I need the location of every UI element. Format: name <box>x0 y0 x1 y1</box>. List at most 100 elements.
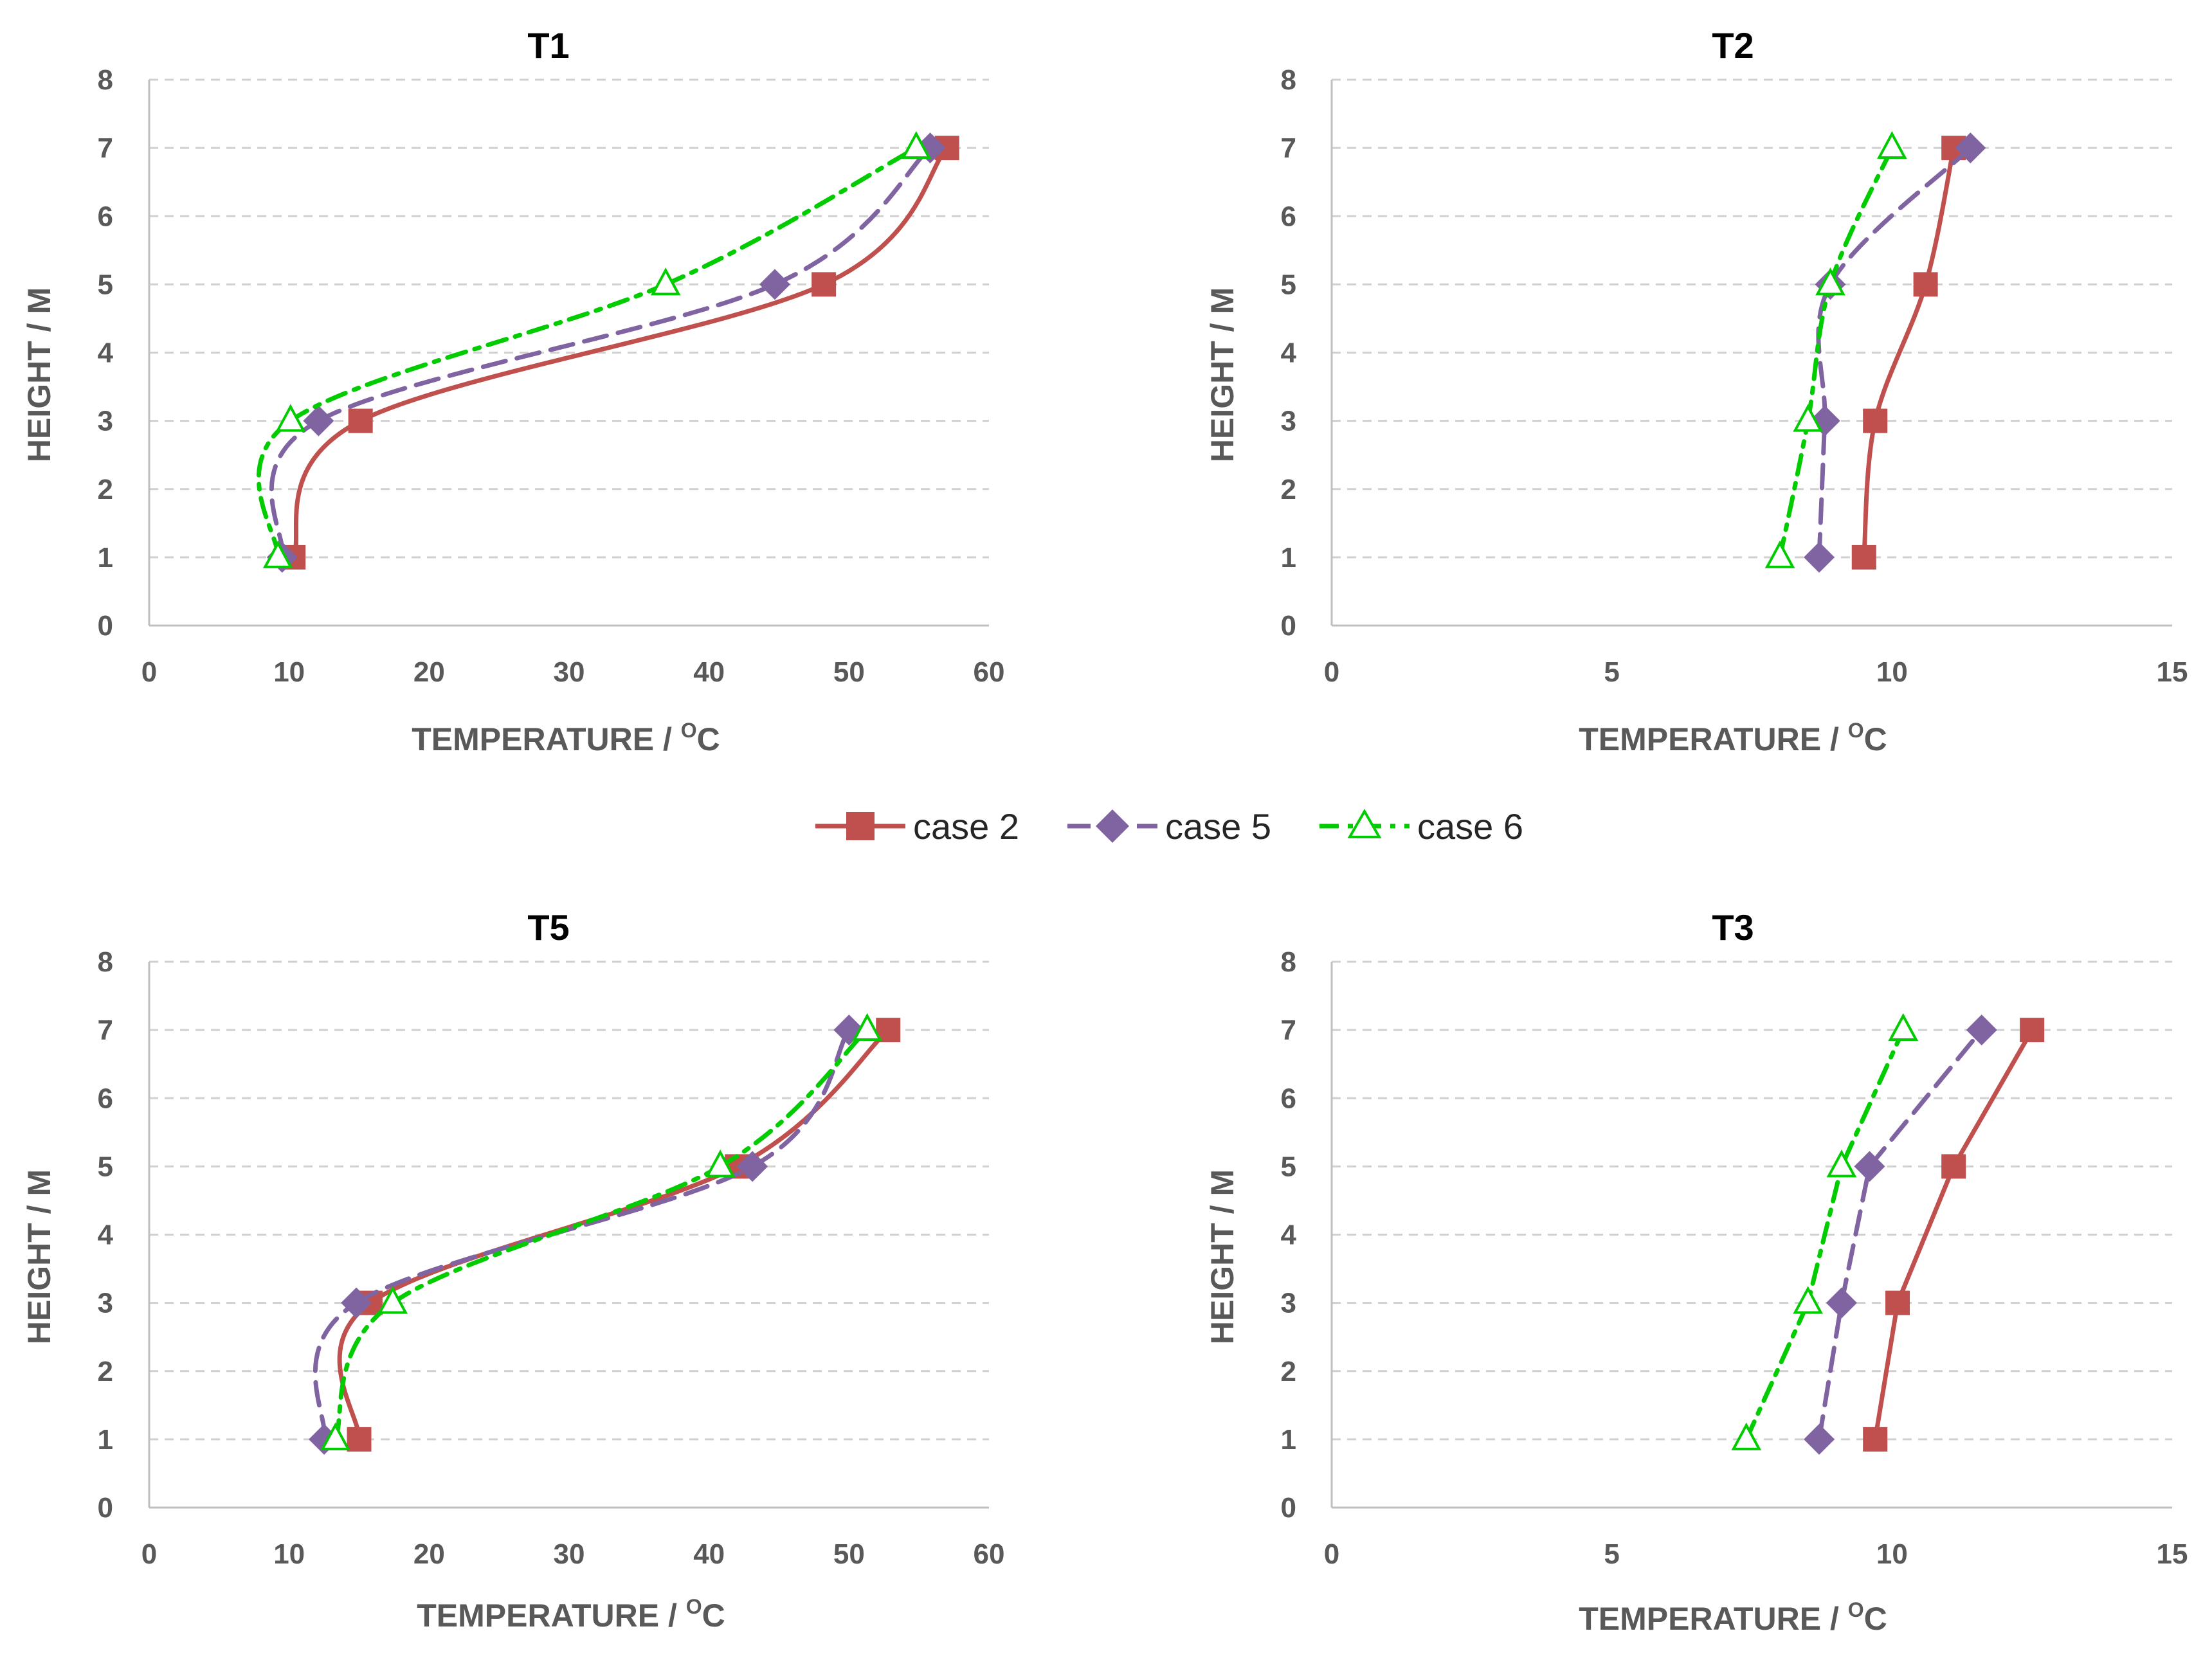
x-tick-labels-t3: 0 5 10 15 <box>1324 1538 2188 1570</box>
x-axis-label-t3: TEMPERATURE / OC <box>1579 1598 1887 1637</box>
x-axis-label-text-t5: TEMPERATURE / <box>417 1598 686 1634</box>
chart-title-t2: T2 <box>1712 25 1754 66</box>
y-tick-label-t3-2: 2 <box>1281 1356 1296 1387</box>
x-tick-labels-t5: 0 10 20 30 40 50 60 <box>141 1538 1005 1570</box>
point-case-6-t1-0 <box>262 540 293 568</box>
x-axis-label-t5: TEMPERATURE / OC <box>417 1595 725 1634</box>
x-tick-labels-t1: 0 10 20 30 40 50 60 <box>141 656 1005 688</box>
y-tick-label-t5-3: 3 <box>98 1288 113 1319</box>
series-line-case-2-t3 <box>1872 1027 2035 1442</box>
legend-entry-case-5: case 5 <box>1067 806 1271 847</box>
x-axis-label-unit-t1: C <box>697 721 720 757</box>
x-tick-label-t2-10: 10 <box>1876 656 1908 688</box>
y-tick-label-t5-6: 6 <box>98 1083 113 1114</box>
point-case-6-t3-2 <box>1826 1149 1857 1178</box>
y-tick-label-t1-2: 2 <box>98 474 113 505</box>
series-group-t1 <box>256 131 959 573</box>
y-tick-label-t2-7: 7 <box>1281 132 1296 164</box>
y-tick-label-t5-4: 4 <box>98 1220 114 1251</box>
y-tick-label-t1-7: 7 <box>98 132 113 164</box>
series-group-t2 <box>1764 131 1986 573</box>
y-tick-labels-t2: 0 1 2 3 4 5 6 7 8 <box>1281 64 1297 642</box>
point-case-6-t5-2 <box>705 1149 736 1178</box>
point-case-2-t3-3 <box>2020 1018 2045 1043</box>
y-tick-labels-t3: 0 1 2 3 4 5 6 7 8 <box>1281 946 1297 1524</box>
x-axis-label-sup-t3: O <box>1848 1598 1864 1621</box>
point-case-5-t5-2 <box>737 1151 768 1182</box>
x-tick-label-t3-10: 10 <box>1876 1538 1908 1570</box>
point-case-2-t3-2 <box>1941 1154 1966 1179</box>
point-case-5-t2-3 <box>1955 132 1986 164</box>
legend-marker-case-2 <box>846 812 875 840</box>
point-case-5-t3-2 <box>1854 1151 1885 1182</box>
point-case-6-t5-1 <box>377 1286 408 1314</box>
legend-marker-case-5 <box>1096 809 1129 843</box>
x-tick-label-t3-0: 0 <box>1324 1538 1339 1570</box>
legend-marker-case-6 <box>1347 808 1382 838</box>
legend-label-case-2: case 2 <box>913 806 1019 847</box>
point-case-6-t1-1 <box>275 404 306 432</box>
y-tick-label-t2-3: 3 <box>1281 406 1296 437</box>
y-tick-label-t3-7: 7 <box>1281 1014 1296 1046</box>
x-tick-label-t1-60: 60 <box>974 656 1005 688</box>
y-tick-label-t2-1: 1 <box>1281 542 1296 573</box>
y-tick-label-t1-3: 3 <box>98 406 113 437</box>
y-tick-label-t1-5: 5 <box>98 269 113 300</box>
point-case-2-t2-2 <box>1913 272 1938 297</box>
legend-label-case-5: case 5 <box>1165 806 1271 847</box>
x-axis-label-text-t3: TEMPERATURE / <box>1579 1601 1848 1637</box>
x-tick-label-t5-0: 0 <box>141 1538 157 1570</box>
x-tick-label-t5-20: 20 <box>413 1538 445 1570</box>
point-case-2-t1-2 <box>811 272 837 297</box>
x-tick-label-t3-15: 15 <box>2157 1538 2188 1570</box>
y-axis-label-t2: HEIGHT / M <box>1204 287 1240 462</box>
x-tick-label-t1-40: 40 <box>693 656 725 688</box>
chart-t5: T5 0 1 2 3 4 5 6 7 8 0 10 20 30 40 50 60 TEMPERATURE /… <box>21 907 1004 1634</box>
point-case-6-t5-3 <box>852 1013 882 1041</box>
y-tick-label-t3-3: 3 <box>1281 1288 1296 1319</box>
y-tick-label-t5-8: 8 <box>98 946 113 978</box>
x-tick-label-t1-20: 20 <box>413 656 445 688</box>
x-axis-label-text-t1: TEMPERATURE / <box>412 721 681 757</box>
point-case-2-t2-1 <box>1863 408 1888 433</box>
series-line-case-6-t3 <box>1744 1027 1906 1442</box>
x-axis-label-unit-t2: C <box>1864 721 1887 757</box>
point-case-2-t5-0 <box>347 1427 372 1452</box>
chart-t3: T3 0 1 2 3 4 5 6 7 8 0 5 10 15 TEMPERATURE / OC HEI… <box>1204 907 2188 1637</box>
point-case-2-t1-1 <box>348 408 373 433</box>
legend: case 2 case 5 case 6 <box>815 806 1523 847</box>
series-group-t3 <box>1731 1013 2045 1455</box>
y-tick-label-t3-1: 1 <box>1281 1424 1296 1455</box>
point-case-6-t3-1 <box>1793 1286 1823 1314</box>
point-case-2-t3-1 <box>1885 1290 1910 1315</box>
series-case-5-t3 <box>1804 1014 1997 1455</box>
point-case-6-t2-0 <box>1764 540 1795 568</box>
chart-title-t1: T1 <box>527 25 569 66</box>
series-case-2-t2 <box>1851 136 1966 570</box>
chart-t1: T1 0 1 2 3 4 5 6 7 8 0 10 20 30 40 50 60 TEMPERATURE /… <box>21 25 1004 757</box>
x-axis-label-sup-t2: O <box>1848 719 1864 742</box>
y-tick-label-t2-0: 0 <box>1281 610 1296 642</box>
y-tick-label-t5-5: 5 <box>98 1151 113 1182</box>
x-axis-label-sup-t1: O <box>681 719 697 742</box>
point-case-5-t1-2 <box>759 269 790 300</box>
x-axis-label-unit-t5: C <box>702 1598 725 1634</box>
y-axis-label-t3: HEIGHT / M <box>1204 1169 1240 1344</box>
y-tick-label-t1-8: 8 <box>98 64 113 96</box>
y-tick-label-t1-6: 6 <box>98 201 113 232</box>
y-tick-label-t1-1: 1 <box>98 542 113 573</box>
series-case-2-t3 <box>1863 1018 2045 1452</box>
y-tick-label-t5-7: 7 <box>98 1014 113 1046</box>
point-case-6-t2-2 <box>1815 267 1845 296</box>
point-case-6-t3-0 <box>1731 1422 1762 1450</box>
x-axis-label-text-t2: TEMPERATURE / <box>1579 721 1848 757</box>
x-tick-label-t5-50: 50 <box>833 1538 865 1570</box>
point-case-5-t2-0 <box>1804 541 1835 573</box>
chart-t2: T2 0 1 2 3 4 5 6 7 8 0 5 10 15 TEMPERATURE / OC HEI… <box>1204 25 2188 757</box>
y-tick-label-t2-2: 2 <box>1281 474 1296 505</box>
point-case-2-t2-0 <box>1851 545 1876 570</box>
y-tick-labels-t5: 0 1 2 3 4 5 6 7 8 <box>98 946 114 1524</box>
y-tick-label-t5-2: 2 <box>98 1356 113 1387</box>
x-tick-label-t5-30: 30 <box>554 1538 585 1570</box>
